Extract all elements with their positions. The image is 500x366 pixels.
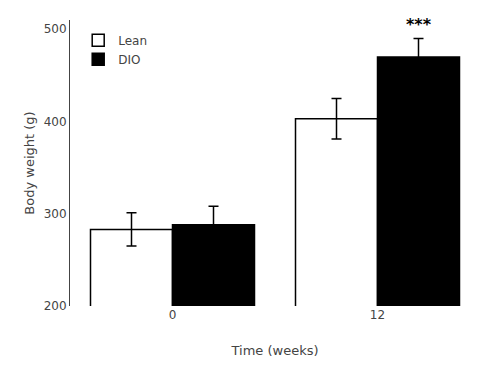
svg-text:200: 200 [44,299,67,313]
svg-text:***: *** [406,15,432,34]
svg-text:0: 0 [169,308,177,322]
svg-text:400: 400 [44,115,67,129]
svg-text:DIO: DIO [118,53,140,67]
svg-text:Time (weeks): Time (weeks) [230,343,318,358]
svg-text:500: 500 [44,22,67,36]
svg-text:300: 300 [44,207,67,221]
svg-text:Lean: Lean [118,34,147,48]
svg-text:12: 12 [370,308,385,322]
svg-text:Body weight (g): Body weight (g) [22,111,37,214]
